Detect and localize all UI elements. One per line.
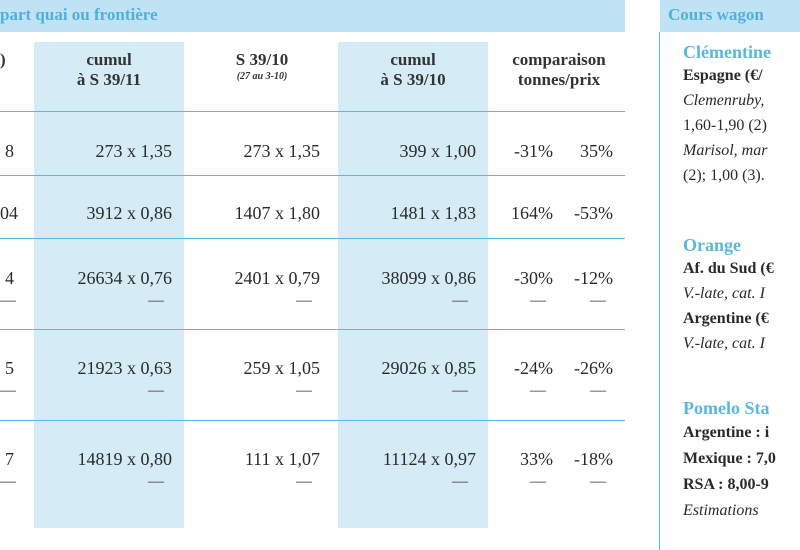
column-header-cumul-s39-11: cumul à S 39/11 <box>34 50 184 90</box>
sidebar-line: V.-late, cat. I <box>683 335 765 352</box>
column-header-line1: S 39/10 <box>235 50 289 69</box>
dash-mark: — <box>148 473 164 490</box>
cell-s39-10: 2401 x 0,79 <box>234 268 321 288</box>
cell-compare-tonnes: 33% <box>520 449 553 469</box>
cell-s39-10: 259 x 1,05 <box>243 358 321 378</box>
cell-s39-10: 273 x 1,35 <box>243 141 321 161</box>
cell-s39-10: 1407 x 1,80 <box>234 203 321 223</box>
cell-compare-prix: -26% <box>574 358 613 378</box>
column-header-comparaison: comparaison tonnes/prix <box>493 50 625 90</box>
dash-mark: — <box>530 292 546 309</box>
sidebar-line: Clemenruby, <box>683 92 765 109</box>
sidebar-section-heading: Orange <box>683 235 741 255</box>
column-header-line2: à S 39/10 <box>380 70 446 89</box>
cell-cumul-2011: 273 x 1,35 <box>95 141 173 161</box>
column-header-cumul-s39-10: cumul à S 39/10 <box>338 50 488 90</box>
sidebar-header-bar <box>660 0 800 32</box>
sidebar-line: Estimations <box>683 502 759 519</box>
column-header-s39-10: S 39/10 (27 au 3-10) <box>192 50 332 84</box>
sidebar-section-heading: Clémentine <box>683 42 771 62</box>
table-title: part quai ou frontière <box>0 5 158 24</box>
dash-mark: — <box>590 473 606 490</box>
sidebar-line: 1,60-1,90 (2) <box>683 117 767 134</box>
cell-compare-prix: -12% <box>574 268 613 288</box>
sidebar-title: Cours wagon <box>668 5 764 24</box>
cell-cumul-2011: 14819 x 0,80 <box>77 449 173 469</box>
shaded-column-cumul-2011 <box>34 42 184 528</box>
dash-mark: — <box>0 473 16 490</box>
table-header-bar <box>0 0 625 32</box>
sidebar-divider <box>659 32 660 550</box>
shaded-column-cumul-2010 <box>338 42 488 528</box>
dash-mark: — <box>452 292 468 309</box>
cell-cumul-2011: 3912 x 0,86 <box>86 203 173 223</box>
column-header-line2: à S 39/11 <box>76 70 142 89</box>
cell-cumul-2010: 11124 x 0,97 <box>382 449 476 469</box>
dash-mark: — <box>530 473 546 490</box>
cell-edge: 04 <box>0 203 18 223</box>
cell-cumul-2011: 26634 x 0,76 <box>77 268 173 288</box>
cell-compare-tonnes: -30% <box>514 268 553 288</box>
cell-cumul-2010: 399 x 1,00 <box>399 141 477 161</box>
column-header-line1: cumul <box>86 50 132 69</box>
cell-edge: 4 <box>5 268 14 288</box>
dash-mark: — <box>296 382 312 399</box>
column-header-edge-text: ) <box>0 50 6 69</box>
row-divider <box>0 111 625 112</box>
dash-mark: — <box>452 473 468 490</box>
cell-edge: 8 <box>5 141 14 161</box>
cell-edge: 7 <box>5 449 14 469</box>
cell-cumul-2011: 21923 x 0,63 <box>77 358 173 378</box>
cell-compare-prix: -18% <box>574 449 613 469</box>
sidebar-line: RSA : 8,00-9 <box>683 476 769 493</box>
sidebar-line: Argentine (€ <box>683 310 769 327</box>
dash-mark: — <box>148 292 164 309</box>
cell-cumul-2010: 38099 x 0,86 <box>381 268 477 288</box>
cell-compare-prix: -53% <box>574 203 613 223</box>
dash-mark: — <box>296 292 312 309</box>
row-divider <box>0 329 625 330</box>
cell-edge: 5 <box>5 358 14 378</box>
sidebar-section-heading: Pomelo Sta <box>683 398 770 418</box>
column-header-edge: ) <box>0 50 8 70</box>
row-divider <box>0 238 625 239</box>
column-header-line2: tonnes/prix <box>517 70 601 89</box>
dash-mark: — <box>296 473 312 490</box>
row-divider <box>0 420 625 421</box>
dash-mark: — <box>530 382 546 399</box>
column-header-line1: cumul <box>390 50 436 69</box>
dash-mark: — <box>590 292 606 309</box>
sidebar-line: V.-late, cat. I <box>683 285 765 302</box>
sidebar-line: Espagne (€/ <box>683 67 763 84</box>
sidebar-line: Mexique : 7,0 <box>683 450 776 467</box>
column-header-subtitle: (27 au 3-10) <box>236 71 288 82</box>
cell-compare-tonnes: -31% <box>514 141 553 161</box>
cell-cumul-2010: 29026 x 0,85 <box>381 358 477 378</box>
row-divider <box>0 175 625 176</box>
cell-compare-tonnes: 164% <box>511 203 553 223</box>
cell-compare-tonnes: -24% <box>514 358 553 378</box>
sidebar-line: Argentine : i <box>683 424 770 441</box>
dash-mark: — <box>148 382 164 399</box>
dash-mark: — <box>0 292 16 309</box>
sidebar-line: (2); 1,00 (3). <box>683 167 765 184</box>
sidebar-line: Af. du Sud (€ <box>683 260 774 277</box>
cell-compare-prix: 35% <box>580 141 613 161</box>
sidebar-line: Marisol, mar <box>683 142 768 159</box>
dash-mark: — <box>590 382 606 399</box>
dash-mark: — <box>0 382 16 399</box>
cell-s39-10: 111 x 1,07 <box>244 449 320 469</box>
dash-mark: — <box>452 382 468 399</box>
cell-cumul-2010: 1481 x 1,83 <box>390 203 477 223</box>
column-header-line1: comparaison <box>512 50 606 69</box>
